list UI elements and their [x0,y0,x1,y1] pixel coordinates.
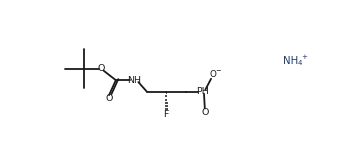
Text: F: F [164,110,169,119]
Text: NH: NH [283,56,298,66]
Text: 4: 4 [297,60,302,66]
Text: −: − [215,69,221,75]
Text: O: O [97,64,105,73]
Text: +: + [301,54,307,60]
Text: O: O [209,70,216,79]
Text: PH: PH [196,87,209,96]
Text: O: O [201,108,209,117]
Text: O: O [105,94,113,103]
Text: NH: NH [127,76,141,85]
